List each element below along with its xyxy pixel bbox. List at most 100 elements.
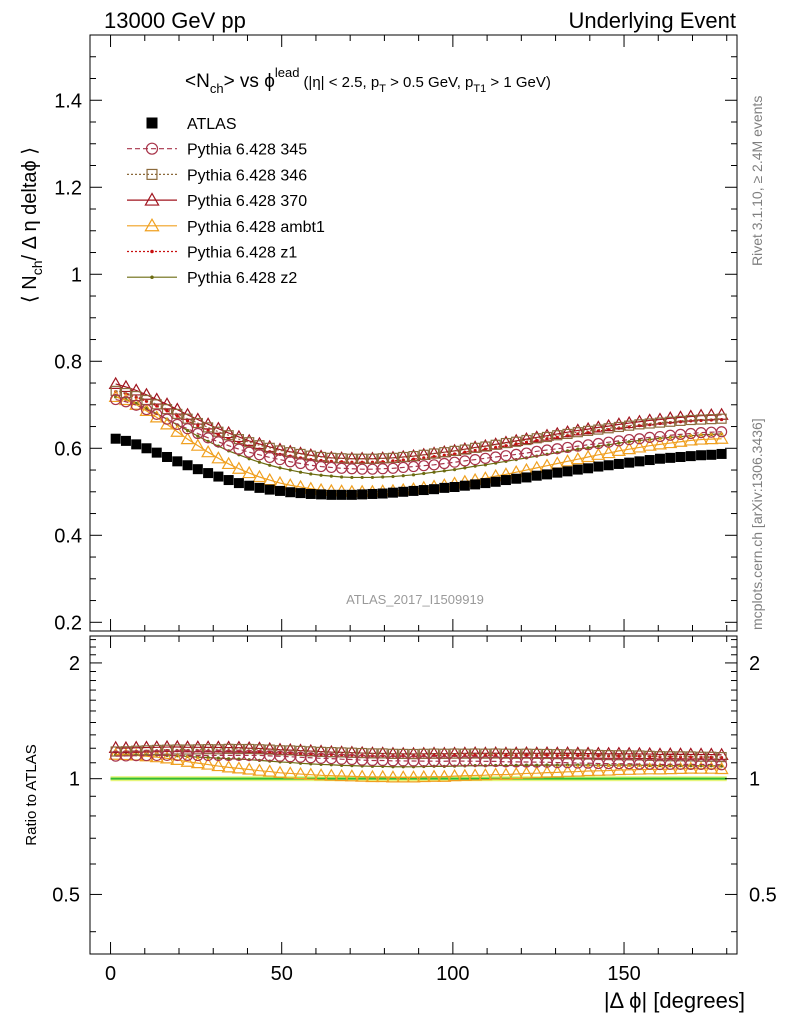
data-point-atlas (500, 475, 511, 486)
title-cuts-b: > 0.5 GeV, p (386, 74, 473, 91)
data-point-pythia-6-428-z1 (422, 456, 426, 460)
ratio-point-pythia-6-428-ambt1 (242, 762, 257, 775)
data-point-pythia-6-428-z2 (596, 444, 600, 448)
y-tick-label: 1 (71, 264, 82, 286)
data-point-pythia-6-428-ambt1 (149, 410, 164, 423)
data-point-pythia-6-428-z2 (617, 441, 621, 445)
data-point-atlas (613, 458, 624, 469)
title-main: <N (185, 71, 210, 92)
legend-marker-pythia-6-428-345 (145, 142, 159, 155)
data-point-atlas (233, 478, 244, 489)
data-point-pythia-6-428-z1 (196, 424, 200, 428)
data-point-pythia-6-428-370 (108, 376, 123, 389)
ratio-point-pythia-6-428-370 (242, 740, 257, 754)
data-point-pythia-6-428-346 (172, 408, 183, 420)
ratio-point-pythia-6-428-346 (582, 749, 594, 760)
data-point-pythia-6-428-ambt1 (118, 392, 133, 406)
ratio-point-pythia-6-428-ambt1 (365, 769, 380, 783)
ratio-point-pythia-6-428-346 (716, 751, 727, 763)
title-main-sup: lead (275, 65, 300, 80)
data-point-pythia-6-428-370 (652, 412, 668, 425)
data-point-pythia-6-428-346 (552, 430, 563, 441)
data-point-pythia-6-428-z1 (494, 445, 498, 450)
data-point-pythia-6-428-345 (274, 453, 286, 466)
ratio-point-pythia-6-428-346 (449, 748, 460, 759)
title-cuts-a-sub: T (379, 83, 386, 95)
data-point-pythia-6-428-ambt1 (704, 431, 719, 445)
ratio-point-pythia-6-428-ambt1 (159, 751, 175, 764)
ratio-point-pythia-6-428-ambt1 (231, 761, 246, 774)
data-point-pythia-6-428-ambt1 (242, 465, 257, 479)
ratio-point-pythia-6-428-ambt1 (591, 763, 606, 776)
ratio-point-pythia-6-428-ambt1 (201, 757, 216, 770)
data-point-pythia-6-428-346 (357, 453, 368, 464)
title-cuts-c: > 1 GeV) (486, 74, 551, 91)
data-point-pythia-6-428-370 (519, 431, 534, 445)
data-point-atlas (459, 480, 470, 491)
ratio-point-pythia-6-428-346 (254, 744, 265, 755)
data-point-atlas (141, 443, 152, 454)
data-point-pythia-6-428-346 (459, 444, 470, 455)
ratio-point-pythia-6-428-346 (572, 749, 583, 760)
ratio-point-pythia-6-428-ambt1 (581, 763, 596, 777)
data-point-pythia-6-428-345 (120, 396, 132, 408)
data-point-atlas (552, 467, 563, 478)
title-cuts-a: (|η| < 2.5, p (303, 74, 379, 91)
ratio-point-pythia-6-428-346 (285, 745, 296, 756)
ratio-point-pythia-6-428-346 (521, 748, 532, 759)
data-point-pythia-6-428-345 (715, 426, 728, 438)
data-point-pythia-6-428-z2 (370, 475, 375, 480)
y-label-sub: ch (29, 260, 45, 275)
data-point-pythia-6-428-346 (644, 418, 655, 429)
ratio-tick-label-left: 1 (69, 769, 80, 791)
ratio-point-pythia-6-428-346 (541, 748, 553, 760)
data-point-pythia-6-428-345 (151, 408, 163, 420)
data-point-atlas (346, 489, 357, 500)
data-point-pythia-6-428-z1 (463, 450, 467, 454)
data-point-pythia-6-428-346 (511, 436, 522, 447)
data-point-atlas (377, 488, 388, 499)
data-point-pythia-6-428-ambt1 (611, 443, 626, 456)
data-point-pythia-6-428-z2 (432, 470, 436, 474)
data-point-atlas (131, 439, 142, 450)
data-point-pythia-6-428-ambt1 (221, 456, 236, 470)
ratio-point-pythia-6-428-ambt1 (283, 766, 298, 779)
data-point-atlas (172, 456, 183, 467)
data-point-pythia-6-428-ambt1 (231, 461, 246, 474)
data-point-atlas (336, 489, 347, 500)
data-point-atlas (316, 489, 327, 500)
data-point-pythia-6-428-345 (110, 393, 122, 406)
ratio-point-pythia-6-428-ambt1 (447, 768, 462, 782)
data-point-pythia-6-428-z2 (483, 463, 487, 467)
ratio-point-pythia-6-428-ambt1 (180, 754, 195, 767)
data-point-pythia-6-428-370 (632, 414, 647, 427)
ratio-point-pythia-6-428-346 (203, 744, 214, 755)
data-point-pythia-6-428-346 (203, 422, 214, 433)
ratio-point-pythia-6-428-346 (161, 744, 173, 755)
ratio-point-pythia-6-428-346 (695, 751, 707, 762)
ratio-point-pythia-6-428-ambt1 (149, 749, 164, 763)
data-point-atlas (685, 451, 696, 462)
data-point-pythia-6-428-ambt1 (652, 437, 668, 450)
data-point-pythia-6-428-ambt1 (252, 469, 267, 483)
ratio-point-pythia-6-428-346 (665, 751, 676, 762)
data-point-pythia-6-428-345 (192, 427, 204, 440)
ratio-point-pythia-6-428-ambt1 (108, 747, 123, 760)
ratio-point-pythia-6-428-346 (654, 751, 666, 762)
data-point-pythia-6-428-346 (562, 428, 573, 440)
legend-label-pythia-6-428-z2: Pythia 6.428 z2 (187, 270, 297, 287)
series-line-pythia-6-428-z1 (115, 391, 722, 463)
data-point-pythia-6-428-346 (582, 425, 594, 436)
ratio-point-pythia-6-428-346 (418, 748, 429, 759)
data-point-pythia-6-428-346 (500, 437, 512, 449)
y-tick-label: 0.8 (54, 351, 82, 373)
data-point-pythia-6-428-z2 (257, 460, 262, 464)
ratio-axis-label: Ratio to ATLAS (23, 744, 40, 845)
data-point-pythia-6-428-370 (509, 433, 524, 446)
series-line-pythia-6-428-346 (115, 390, 722, 460)
ratio-point-pythia-6-428-346 (315, 746, 327, 757)
ratio-point-pythia-6-428-346 (387, 748, 399, 759)
data-point-pythia-6-428-z2 (422, 471, 426, 476)
data-point-atlas (603, 460, 614, 471)
data-point-pythia-6-428-370 (118, 379, 133, 393)
